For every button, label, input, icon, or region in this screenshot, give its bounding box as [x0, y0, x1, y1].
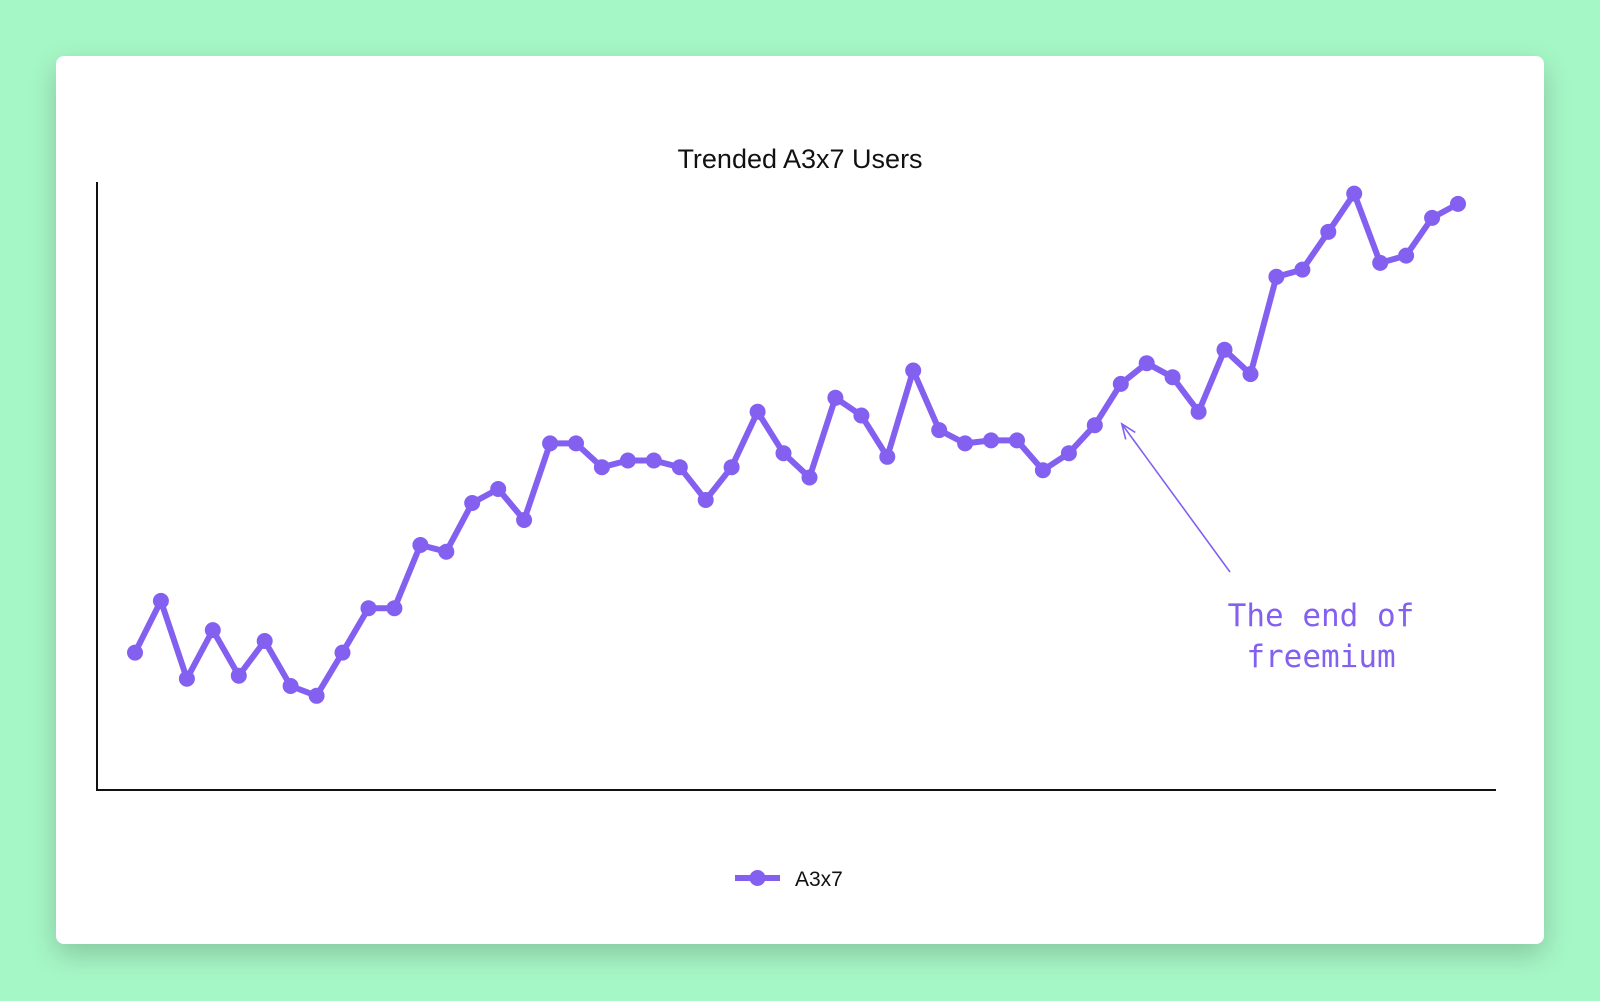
data-point[interactable] — [775, 445, 792, 462]
data-point[interactable] — [1398, 247, 1415, 264]
data-point[interactable] — [1009, 432, 1025, 449]
data-point[interactable] — [412, 537, 429, 553]
data-point[interactable] — [1112, 375, 1129, 392]
data-point[interactable] — [983, 432, 1000, 449]
data-point[interactable] — [152, 592, 169, 609]
data-point[interactable] — [957, 435, 974, 452]
data-point[interactable] — [1320, 223, 1337, 240]
annotation-text-line: freemium — [1246, 639, 1395, 675]
data-point[interactable] — [905, 362, 922, 379]
data-point[interactable] — [568, 435, 584, 452]
chart-card: Trended A3x7 Users — [56, 56, 1544, 944]
data-point[interactable] — [464, 495, 481, 511]
data-point[interactable] — [178, 670, 195, 687]
data-point[interactable] — [386, 600, 403, 617]
annotation-text-line: The end of — [1228, 598, 1415, 634]
data-point[interactable] — [516, 512, 533, 528]
data-point[interactable] — [1060, 445, 1077, 462]
data-point[interactable] — [308, 687, 325, 704]
legend[interactable]: A3x7 — [735, 868, 843, 891]
data-point[interactable] — [1450, 195, 1466, 212]
data-point[interactable] — [1242, 366, 1259, 383]
data-point[interactable] — [1294, 261, 1311, 278]
data-point[interactable] — [1346, 185, 1363, 202]
data-point[interactable] — [879, 448, 896, 465]
data-point[interactable] — [1424, 209, 1441, 226]
data-point[interactable] — [334, 644, 351, 661]
data-point[interactable] — [853, 407, 870, 424]
chart-title: Trended A3x7 Users — [677, 144, 923, 174]
data-point[interactable] — [204, 622, 221, 639]
data-point[interactable] — [931, 422, 948, 439]
annotation-arrowhead — [1120, 422, 1136, 440]
data-point[interactable] — [1086, 417, 1103, 434]
data-point[interactable] — [1138, 355, 1155, 372]
data-point[interactable] — [230, 667, 247, 684]
data-point[interactable] — [127, 644, 143, 661]
data-point[interactable] — [723, 459, 740, 476]
annotation: The end of freemium — [1120, 422, 1415, 675]
data-point[interactable] — [542, 435, 559, 452]
data-point[interactable] — [645, 452, 662, 469]
data-point[interactable] — [593, 459, 610, 476]
data-point[interactable] — [282, 678, 299, 694]
legend-marker — [749, 870, 766, 886]
data-point[interactable] — [360, 600, 377, 617]
data-point[interactable] — [671, 459, 688, 476]
data-point[interactable] — [827, 389, 844, 406]
data-point[interactable] — [619, 452, 636, 469]
series-layer — [127, 185, 1466, 704]
legend-label: A3x7 — [795, 868, 843, 891]
data-point[interactable] — [1216, 341, 1233, 358]
data-point[interactable] — [1190, 403, 1207, 420]
series-line-a3x7 — [132, 190, 1461, 699]
data-point[interactable] — [1164, 369, 1181, 386]
data-point[interactable] — [749, 403, 766, 420]
data-point[interactable] — [438, 543, 455, 560]
data-point[interactable] — [1372, 254, 1389, 271]
data-point[interactable] — [1268, 268, 1285, 285]
data-point[interactable] — [1034, 462, 1051, 479]
data-point[interactable] — [256, 633, 273, 649]
data-point[interactable] — [490, 481, 507, 497]
annotation-arrow — [1121, 423, 1231, 573]
data-point[interactable] — [801, 469, 818, 486]
data-point[interactable] — [697, 492, 714, 508]
